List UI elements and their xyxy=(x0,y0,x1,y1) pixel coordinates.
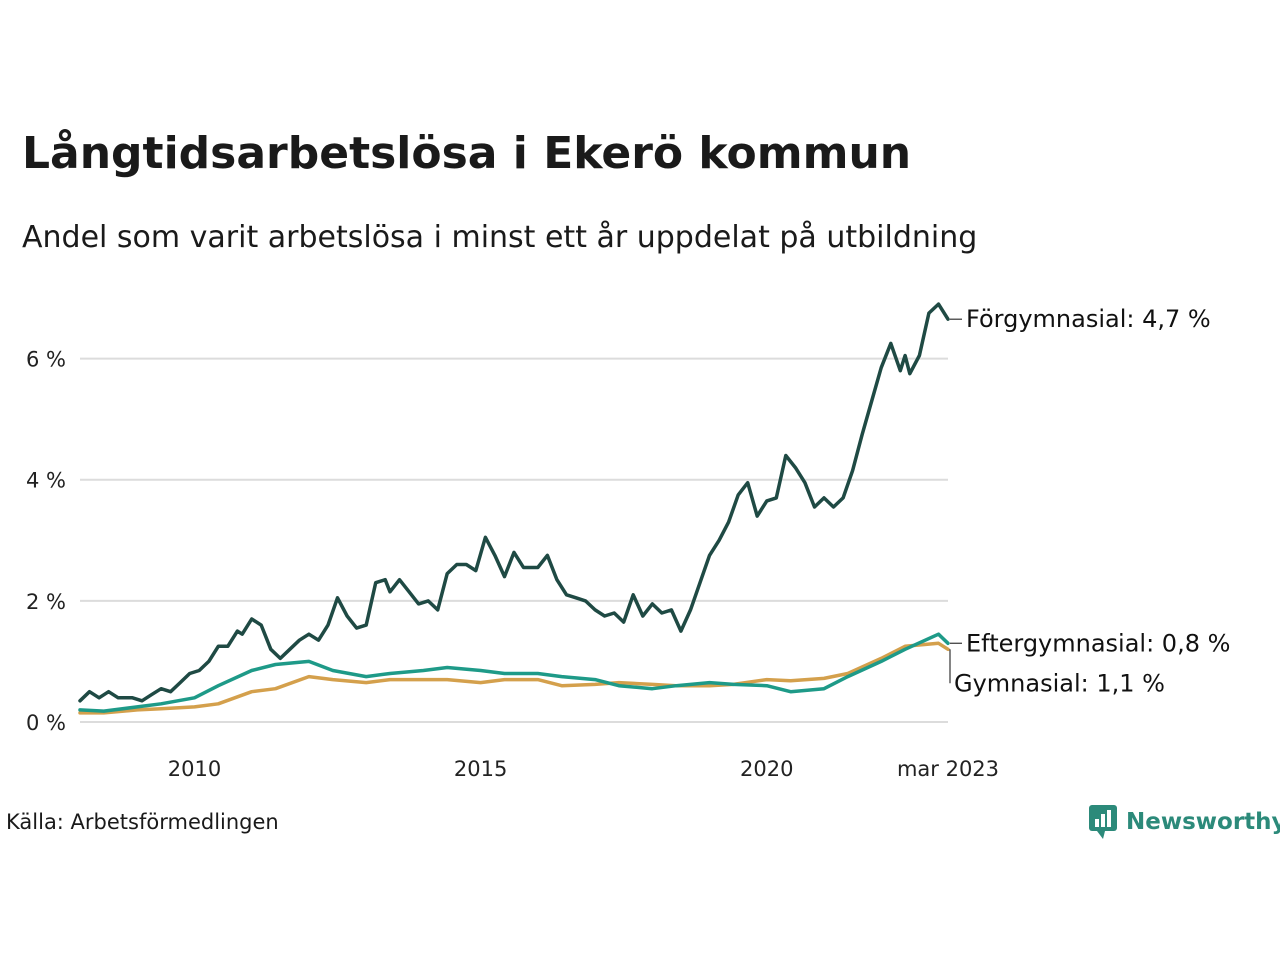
source-note: Källa: Arbetsförmedlingen xyxy=(6,810,279,834)
brand-logo: Newsworthy xyxy=(1088,804,1280,840)
x-tick-label: mar 2023 xyxy=(897,757,999,781)
y-tick-label: 2 % xyxy=(26,590,66,614)
gridlines xyxy=(80,357,948,723)
series-lines xyxy=(78,302,950,715)
x-tick-label: 2010 xyxy=(168,757,221,781)
chart-subtitle: Andel som varit arbetslösa i minst ett å… xyxy=(22,220,978,255)
series-end-labels: Förgymnasial: 4,7 % Eftergymnasial: 0,8 %… xyxy=(949,305,1230,697)
y-tick-label: 0 % xyxy=(26,711,66,735)
x-tick-label: 2015 xyxy=(454,757,507,781)
y-tick-label: 6 % xyxy=(26,348,66,372)
series-label-gymnasial: Gymnasial: 1,1 % xyxy=(954,669,1165,697)
series-line-eftergymnasial xyxy=(78,632,950,713)
y-tick-label: 4 % xyxy=(26,469,66,493)
series-label-eftergymnasial: Eftergymnasial: 0,8 % xyxy=(966,629,1230,657)
x-axis-ticks: 2010 2015 2020 mar 2023 xyxy=(168,757,999,781)
series-line-förgymnasial xyxy=(78,302,950,703)
x-tick-label: 2020 xyxy=(740,757,793,781)
series-label-förgymnasial: Förgymnasial: 4,7 % xyxy=(966,305,1211,333)
bar-chart-speech-icon xyxy=(1089,805,1117,839)
series-line-gymnasial xyxy=(78,641,950,715)
chart-title: Långtidsarbetslösa i Ekerö kommun xyxy=(22,128,912,179)
y-axis-ticks: 0 % 2 % 4 % 6 % xyxy=(26,348,66,735)
brand-name: Newsworthy xyxy=(1126,809,1280,835)
